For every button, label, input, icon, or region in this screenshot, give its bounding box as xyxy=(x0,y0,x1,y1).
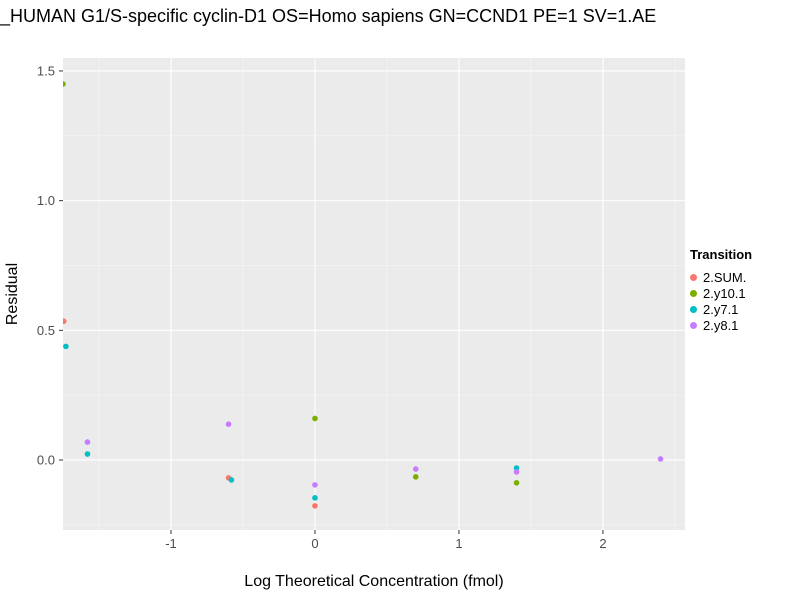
data-point xyxy=(513,465,520,471)
legend-item-label: 2.y10.1 xyxy=(703,285,746,301)
legend-item-label: 2.y8.1 xyxy=(703,317,739,333)
x-tick-label: -1 xyxy=(165,536,177,551)
legend-item: 2.y10.1 xyxy=(690,285,752,301)
data-point xyxy=(657,456,664,462)
legend-item-label: 2.SUM. xyxy=(703,269,747,285)
legend-swatch-icon xyxy=(690,305,697,313)
y-axis-title: Residual xyxy=(4,263,21,325)
data-point xyxy=(412,466,419,472)
legend-swatch-icon xyxy=(690,289,697,297)
data-point xyxy=(312,415,318,422)
y-tick-label: 1.5 xyxy=(37,63,55,78)
plot-panel xyxy=(63,58,685,530)
legend: Transition 2.SUM. 2.y10.1 2.y7.1 2.y8.1 xyxy=(690,247,752,333)
legend-swatch-icon xyxy=(690,273,697,281)
legend-item: 2.SUM. xyxy=(690,269,752,285)
legend-item: 2.y7.1 xyxy=(690,301,752,317)
y-tick-label: 0.5 xyxy=(37,323,55,338)
data-points xyxy=(63,81,664,509)
data-point xyxy=(312,495,318,501)
legend-item-label: 2.y7.1 xyxy=(703,301,739,317)
data-point xyxy=(513,480,520,486)
data-point xyxy=(513,469,520,475)
legend-title: Transition xyxy=(690,247,753,262)
x-tick-label: 0 xyxy=(311,536,318,551)
data-point xyxy=(412,474,419,480)
legend-swatch-icon xyxy=(690,321,697,329)
data-point xyxy=(312,482,318,488)
plot-title: _HUMAN G1/S-specific cyclin-D1 OS=Homo s… xyxy=(0,6,657,26)
data-point xyxy=(63,343,69,350)
data-point xyxy=(84,439,91,445)
x-tick-label: 1 xyxy=(455,536,462,551)
y-tick-label: 1.0 xyxy=(37,193,55,208)
data-point xyxy=(63,81,66,87)
x-axis-title: Log Theoretical Concentration (fmol) xyxy=(244,573,503,590)
data-point xyxy=(225,421,232,427)
data-point xyxy=(63,318,67,325)
legend-items: 2.SUM. 2.y10.1 2.y7.1 2.y8.1 xyxy=(690,269,752,333)
y-tick-label: 0.0 xyxy=(37,452,55,467)
data-point xyxy=(84,451,91,457)
legend-item: 2.y8.1 xyxy=(690,317,752,333)
x-tick-label: 2 xyxy=(599,536,606,551)
data-point xyxy=(228,477,235,483)
data-point xyxy=(312,503,318,509)
